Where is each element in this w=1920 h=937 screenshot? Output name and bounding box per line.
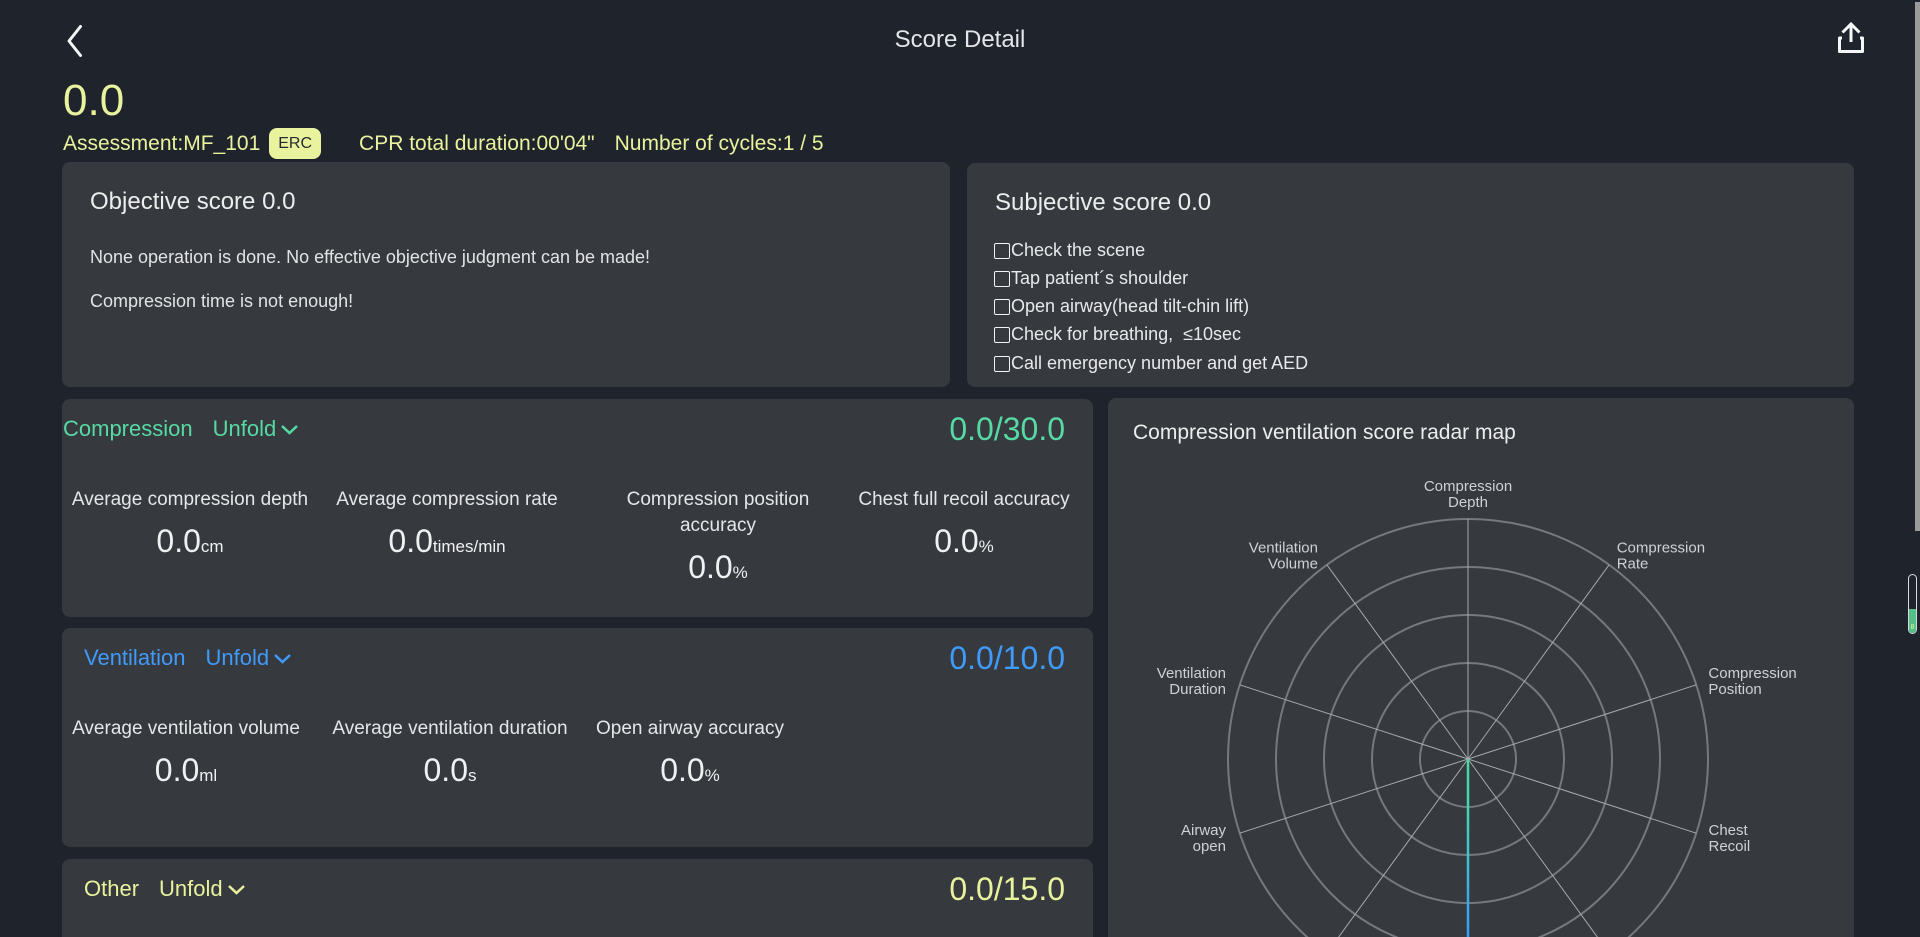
svg-text:ChestRecoil: Chest Recoil [1709, 822, 1751, 855]
svg-text:CompressionRate: Compression Rate [1617, 540, 1705, 573]
svg-text:Airwayopen: Airway open [1181, 822, 1227, 855]
svg-text:CompressionPosition: Compression Position [1708, 665, 1796, 698]
svg-text:CompressionDepth: Compression Depth [1424, 478, 1512, 511]
svg-text:VentilationDuration: Ventilation Duration [1157, 665, 1226, 698]
svg-text:VentilationVolume: Ventilation Volume [1249, 540, 1318, 573]
